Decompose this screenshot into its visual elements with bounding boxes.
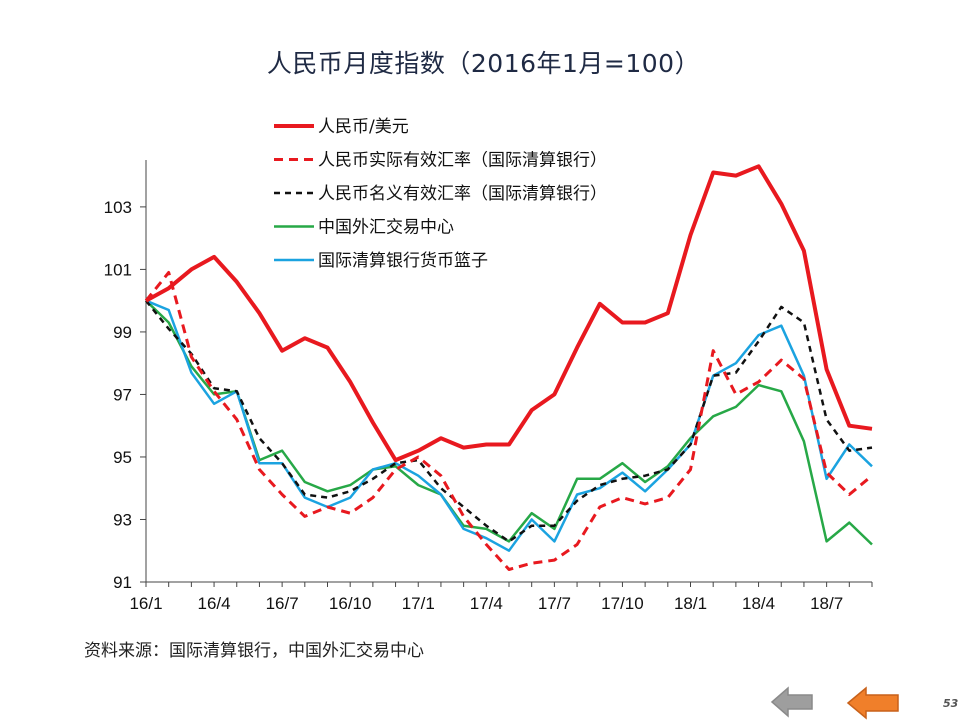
legend-label: 国际清算银行货币篮子 [318,251,488,271]
x-tick-label: 17/4 [470,594,503,613]
series-line-4 [145,299,873,546]
legend-label: 人民币/美元 [318,117,409,137]
y-tick-label: 91 [113,573,132,592]
left-arrow-icon [770,686,813,718]
x-tick-label: 18/7 [810,594,843,613]
x-tick-label: 17/10 [601,594,644,613]
legend-label: 中国外汇交易中心 [318,218,454,238]
x-tick-label: 18/1 [674,594,707,613]
y-tick-label: 101 [104,260,132,279]
x-tick-label: 17/7 [538,594,571,613]
y-tick-label: 97 [113,385,132,404]
chart-title: 人民币月度指数（2016年1月=100） [266,49,701,78]
x-tick-label: 16/1 [129,594,162,613]
previous-slide-button[interactable] [770,686,814,722]
y-tick-label: 93 [113,510,132,529]
x-tick-label: 16/7 [266,594,299,613]
series-line-5 [145,299,873,552]
legend-label: 人民币实际有效汇率（国际清算银行） [318,151,607,171]
x-tick-label: 16/10 [329,594,372,613]
y-tick-label: 95 [113,448,132,467]
x-tick-label: 16/4 [198,594,231,613]
series-line-1 [145,164,873,463]
next-slide-button[interactable] [846,686,900,724]
page-number: 53 [943,697,959,710]
series-line-3 [145,299,873,543]
left-arrow-icon [846,686,899,720]
chart-series-lines [144,164,873,571]
source-note: 资料来源：国际清算银行，中国外汇交易中心 [84,641,424,661]
series-line-2 [144,271,873,571]
y-tick-label: 99 [113,323,132,342]
x-tick-label: 17/1 [402,594,435,613]
y-tick-label: 103 [104,198,132,217]
chart-axes: 91 93 95 97 99 101 103 16/1 16/4 16/7 16/10 17/1 17/… [104,160,873,613]
legend-label: 人民币名义有效汇率（国际清算银行） [318,184,607,204]
x-tick-label: 18/4 [742,594,775,613]
